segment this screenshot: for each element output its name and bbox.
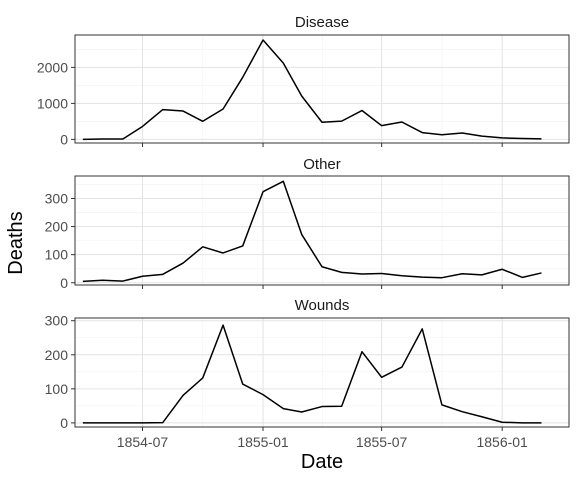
panel-border [74, 175, 570, 286]
series-line-other [82, 180, 542, 283]
y-tick-label: 100 [45, 381, 69, 397]
panel-border [74, 317, 570, 428]
y-tick-label: 1000 [37, 95, 68, 111]
y-tick-label: 200 [45, 347, 69, 363]
panel-title: Disease [295, 14, 349, 31]
x-axis-title: Date [301, 451, 343, 473]
y-tick-label: 0 [60, 275, 68, 291]
series-line-wounds [82, 324, 542, 424]
y-tick-label: 0 [60, 415, 68, 431]
x-tick-label: 1855-01 [237, 434, 289, 450]
y-tick-label: 300 [45, 190, 69, 206]
panel-background [75, 318, 569, 427]
panel-wounds: Wounds 0 100 200 300 [45, 297, 570, 431]
panel-border [74, 34, 570, 144]
panel-title: Wounds [295, 297, 350, 314]
x-tick-label: 1855-07 [356, 434, 408, 450]
series-line-disease [82, 39, 542, 141]
panel-title: Other [303, 156, 341, 173]
panel-other: Other 0 100 200 300 [45, 156, 570, 291]
x-axis: 1854-07 1855-01 1855-07 1856-01 [117, 434, 528, 450]
panel-disease: Disease 0 1000 2000 [37, 14, 570, 147]
panels-layer: Disease 0 1000 2000 Other 0 100 200 300 Wounds 0 10… [37, 14, 570, 431]
x-tick-label: 1856-01 [476, 434, 528, 450]
y-tick-label: 0 [60, 131, 68, 147]
x-tick-label: 1854-07 [117, 434, 169, 450]
y-tick-label: 2000 [37, 59, 68, 75]
y-tick-label: 300 [45, 313, 69, 329]
y-tick-label: 200 [45, 219, 69, 235]
panel-background [75, 35, 569, 143]
y-tick-label: 100 [45, 247, 69, 263]
y-axis-title: Deaths [5, 211, 27, 274]
